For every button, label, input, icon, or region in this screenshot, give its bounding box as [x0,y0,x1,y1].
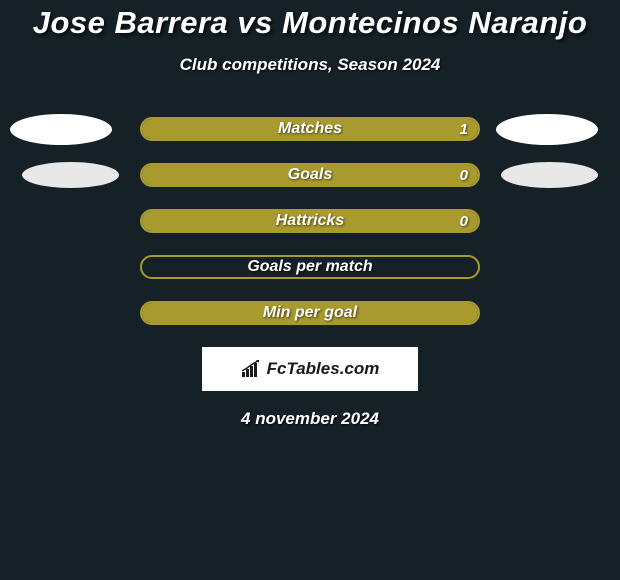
stat-label: Goals per match [247,258,372,276]
stat-bar: Hattricks 0 [140,209,480,233]
logo-badge: FcTables.com [202,347,418,391]
stat-label: Hattricks [276,212,344,230]
stat-label: Min per goal [263,304,357,322]
player-left-marker [10,114,112,145]
stat-label: Matches [278,120,342,138]
page-title: Jose Barrera vs Montecinos Naranjo [0,4,620,41]
stat-value: 0 [460,167,468,184]
player-left-marker [22,162,119,188]
stat-row: Goals per match [0,255,620,279]
subtitle: Club competitions, Season 2024 [0,55,620,75]
stat-label: Goals [288,166,332,184]
stat-row: Hattricks 0 [0,209,620,233]
stat-row: Matches 1 [0,117,620,141]
chart-icon [241,360,263,378]
logo-text: FcTables.com [267,359,380,379]
comparison-card: Jose Barrera vs Montecinos Naranjo Club … [0,0,620,429]
date-text: 4 november 2024 [0,409,620,429]
stat-bar: Goals 0 [140,163,480,187]
stats-list: Matches 1 Goals 0 Hattricks 0 Goals per match M… [0,117,620,325]
stat-bar: Min per goal [140,301,480,325]
player-right-marker [496,114,598,145]
stat-row: Min per goal [0,301,620,325]
player-right-marker [501,162,598,188]
stat-row: Goals 0 [0,163,620,187]
stat-value: 0 [460,213,468,230]
stat-bar: Goals per match [140,255,480,279]
stat-value: 1 [460,121,468,138]
stat-bar: Matches 1 [140,117,480,141]
